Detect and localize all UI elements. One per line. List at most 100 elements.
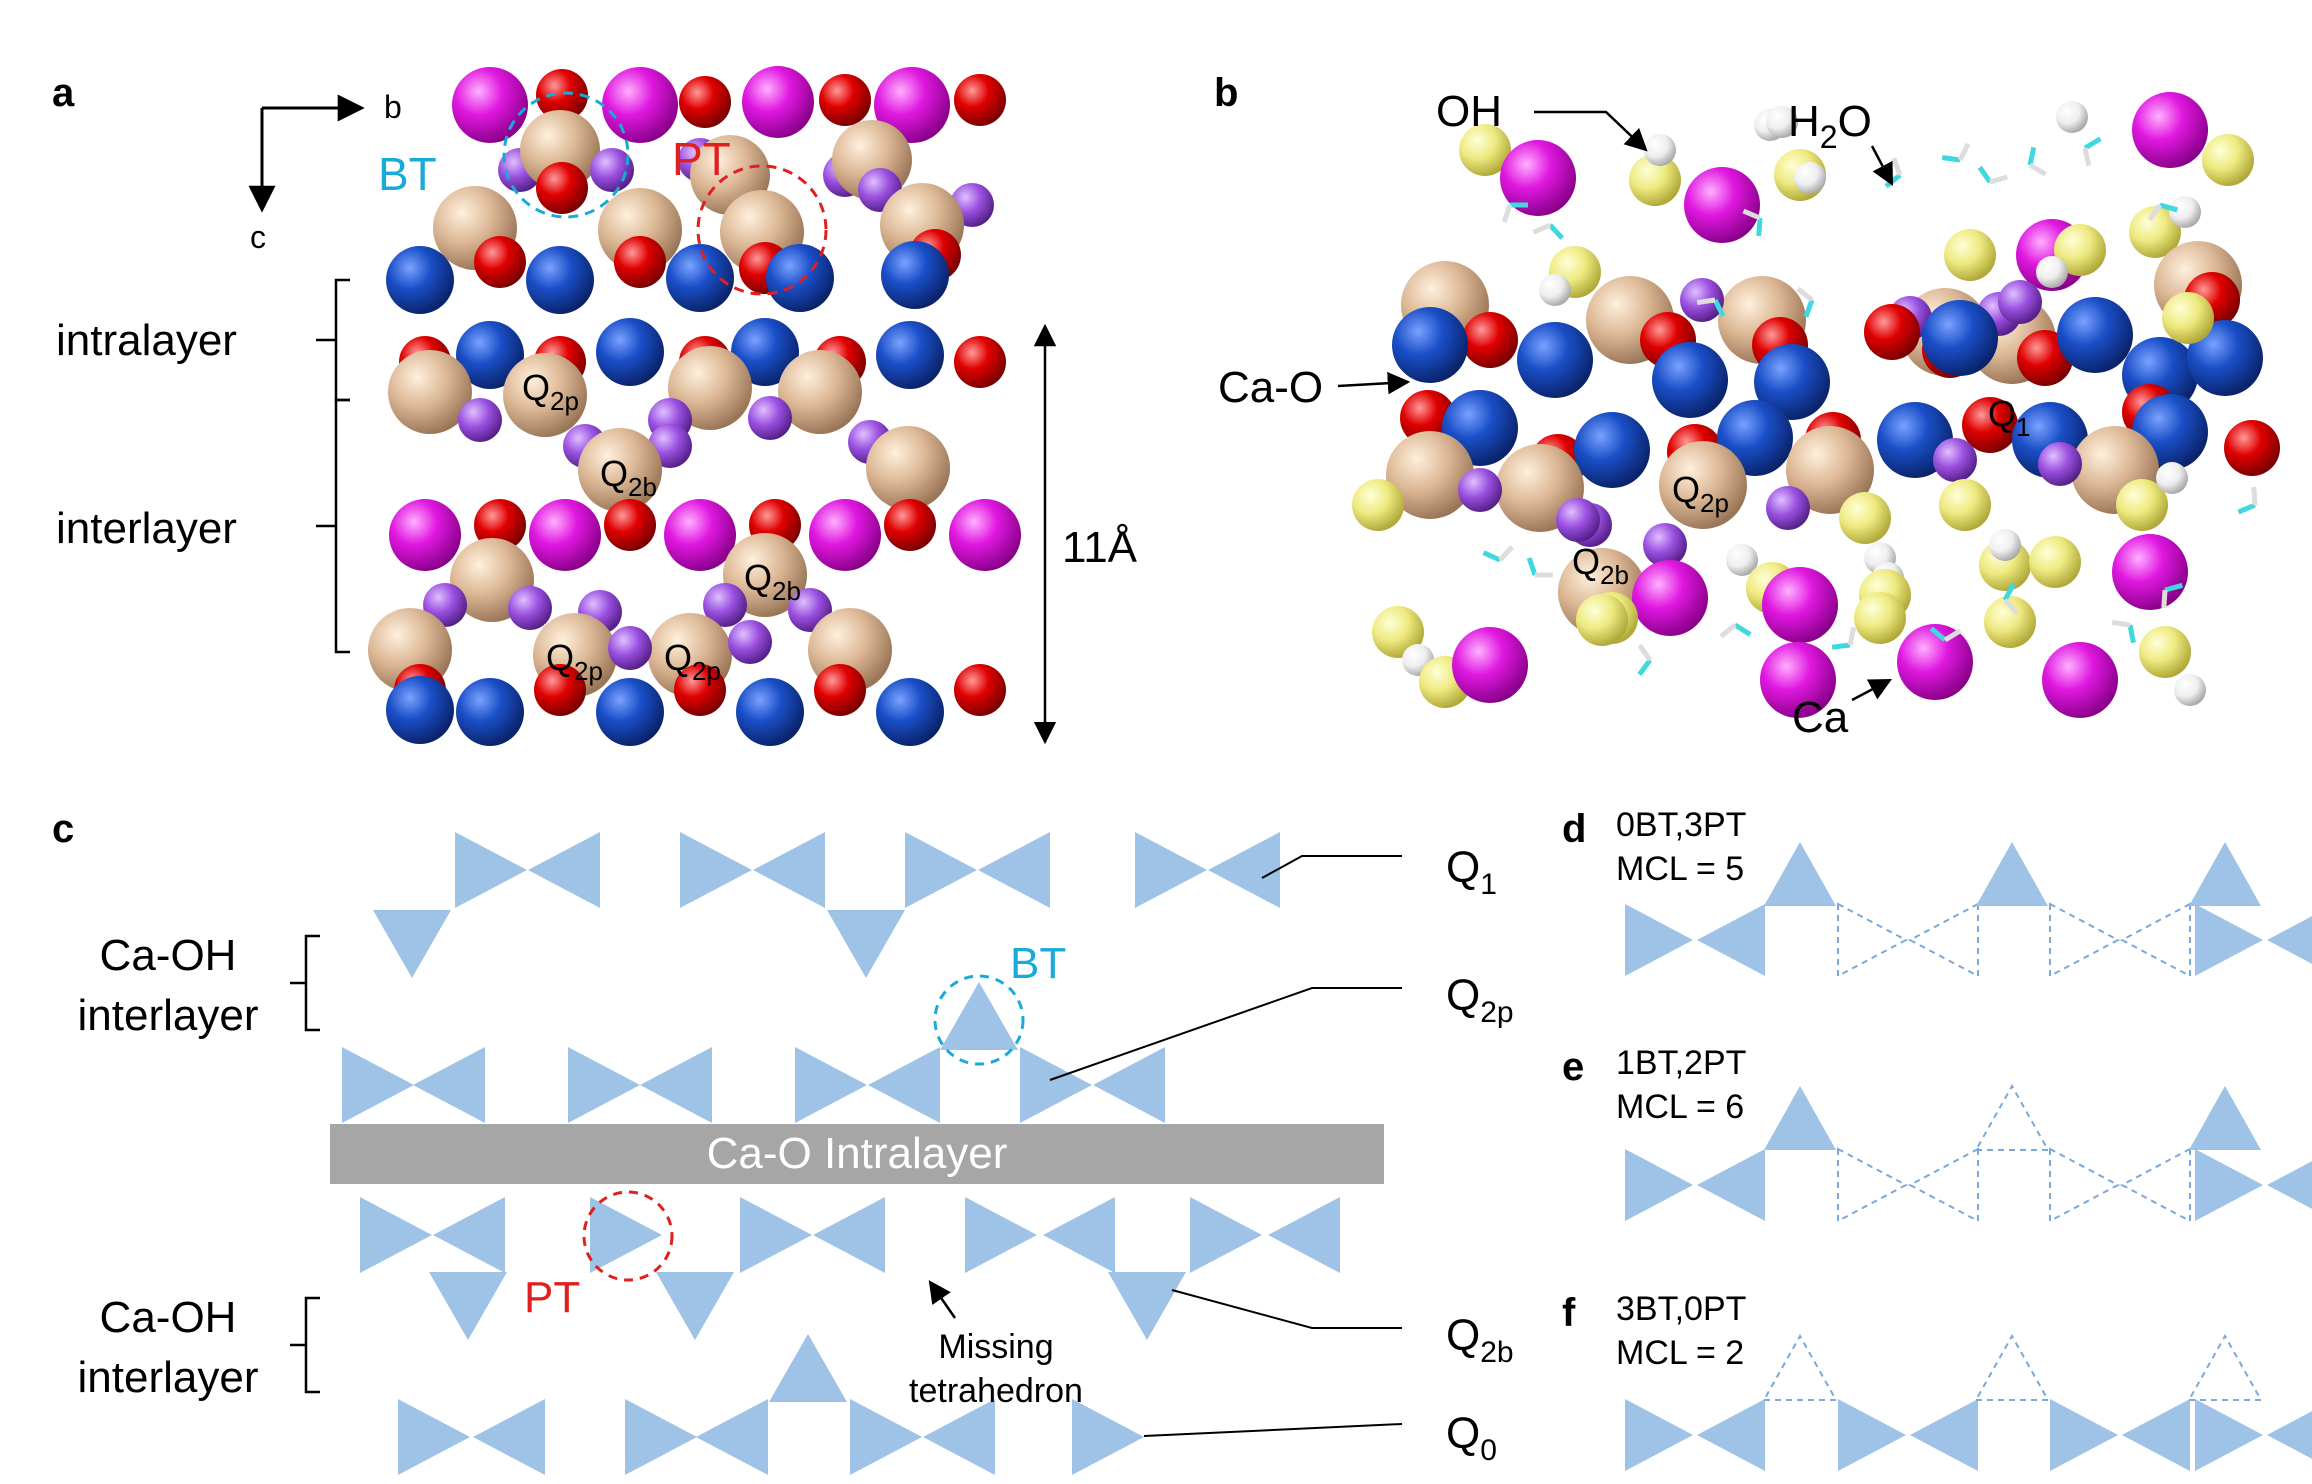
tetrahedron-right [568, 1047, 640, 1123]
water-molecule [1532, 222, 1565, 240]
oxygen-atom [679, 76, 731, 128]
water-molecule [2111, 620, 2136, 644]
hydrogen-atom [2036, 256, 2068, 288]
water-molecule [1941, 142, 1971, 163]
tetrahedron-left [2267, 916, 2312, 964]
bridging-oxygen-atom [748, 396, 792, 440]
water-molecule [1696, 297, 1726, 318]
oxygen-atom [536, 162, 588, 214]
spacing-label: 11Å [1062, 523, 1138, 572]
bridging-oxygen-atom [1933, 438, 1977, 482]
cao-arrow-icon [1337, 371, 1411, 395]
hydrogen-atom [2156, 462, 2188, 494]
bt-label-c: BT [1010, 939, 1066, 988]
calcium-oxide-atom [456, 678, 524, 746]
panel-f-line1: 3BT,0PT [1616, 1290, 1746, 1328]
water-molecule [1831, 626, 1857, 650]
missing-tetrahedron [2049, 1147, 2121, 1223]
missing-label-1: Missing [938, 1328, 1053, 1366]
missing-tetrahedron [1837, 902, 1909, 978]
tetrahedron-right [1838, 1399, 1906, 1471]
caoh-label-top-1: Ca-OH [100, 931, 237, 980]
calcium-oxide-atom [736, 678, 804, 746]
q2p-label-c: Q2p [1446, 971, 1514, 1029]
hydroxyl-atom [2116, 479, 2168, 531]
calcium-atom [389, 499, 461, 571]
hydrogen-atom [1794, 162, 1826, 194]
calcium-oxide-atom [1652, 342, 1728, 418]
bt-circle-a [502, 91, 630, 219]
bridging-tetrahedron [1764, 842, 1836, 906]
hydrogen-atom [1644, 134, 1676, 166]
tetrahedron-right [740, 1197, 812, 1273]
q1-label-c: Q1 [1446, 843, 1497, 901]
silicon-atom [503, 353, 587, 437]
panel-d-line1: 0BT,3PT [1616, 806, 1746, 844]
water-molecule [2147, 202, 2178, 222]
calcium-atom [742, 66, 814, 138]
oxygen-atom [1400, 390, 1456, 446]
tetrahedron-right [1625, 1149, 1693, 1221]
hydrogen-atom [2169, 196, 2201, 228]
intralayer-brace-icon [316, 278, 350, 402]
q2p-label-a3: Q2p [664, 637, 721, 686]
calcium-oxide-atom [1392, 307, 1468, 383]
panels-def-chains [1625, 842, 2312, 1471]
hydroxyl-atom [1839, 492, 1891, 544]
pt-circle-a [696, 164, 828, 296]
tetrahedron-down [656, 1272, 734, 1340]
q2p-label-a2: Q2p [546, 637, 603, 686]
oxygen-atom [1462, 312, 1518, 368]
calcium-oxide-atom [731, 318, 799, 386]
hydrogen-atom [2056, 101, 2088, 133]
oxygen-atom [2224, 420, 2280, 476]
hydroxyl-atom [1944, 229, 1996, 281]
q2p-label-a1: Q2p [522, 367, 579, 416]
silicon-atom [1386, 431, 1474, 519]
hydrogen-atom [1539, 274, 1571, 306]
tetrahedron-right [965, 1197, 1037, 1273]
q0-leader [1143, 1423, 1403, 1437]
calcium-oxide-atom [456, 321, 524, 389]
water-molecule [2082, 136, 2102, 167]
q2b-label-a2: Q2b [744, 557, 801, 606]
bridging-oxygen-atom [1998, 280, 2042, 324]
calcium-oxide-atom [876, 321, 944, 389]
tetrahedron-left [1208, 832, 1280, 908]
q1-label-b: Q1 [1988, 393, 2030, 442]
silicon-atom [778, 350, 862, 434]
bridging-tetrahedron [2189, 842, 2261, 906]
pt-circle-c [582, 1190, 674, 1282]
calcium-oxide-atom [1922, 300, 1998, 376]
tetrahedron-left [1268, 1197, 1340, 1273]
calcium-atom [874, 67, 950, 143]
panel-d: d 0BT,3PT MCL = 5 [1562, 806, 1746, 888]
tetrahedron-down [827, 910, 905, 978]
panel-d-letter: d [1562, 807, 1586, 851]
tetrahedron-left [473, 1399, 545, 1475]
bridging-tetrahedron [940, 982, 1018, 1050]
hydrogen-atom [1726, 544, 1758, 576]
calcium-oxide-atom [386, 676, 454, 744]
missing-tetrahedron [1837, 1147, 1909, 1223]
q2b-label-c: Q2b [1446, 1311, 1514, 1369]
hydroxyl-atom [2054, 224, 2106, 276]
tetrahedron-down [429, 1272, 507, 1340]
hydroxyl-atom [1629, 154, 1681, 206]
pt-label-c: PT [524, 1273, 580, 1322]
calcium-oxide-atom [386, 246, 454, 314]
bridging-tetrahedron [1976, 842, 2048, 906]
tetrahedron-left [640, 1047, 712, 1123]
oxygen-atom [474, 236, 526, 288]
panel-a-letter: a [52, 71, 75, 115]
hydrogen-atom [1989, 529, 2021, 561]
calcium-oxide-atom [526, 246, 594, 314]
oxygen-atom [814, 664, 866, 716]
calcium-oxide-atom [1517, 322, 1593, 398]
bridging-oxygen-atom [1643, 523, 1687, 567]
panel-a: a b c BT PT intralayer interlayer 11Å Q2… [52, 66, 1138, 746]
caoh-label-bottom-1: Ca-OH [100, 1293, 237, 1342]
water-molecule [1482, 545, 1515, 563]
calcium-oxide-atom [596, 678, 664, 746]
calcium-atom [452, 67, 528, 143]
